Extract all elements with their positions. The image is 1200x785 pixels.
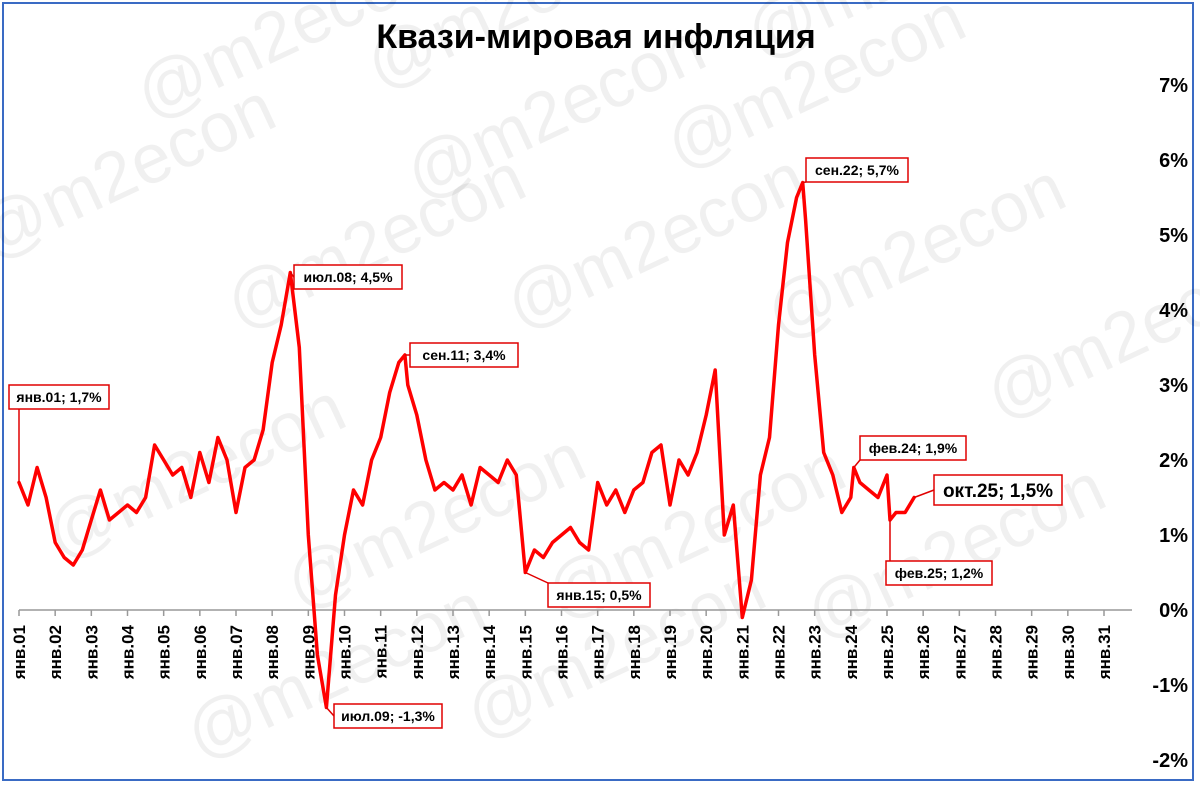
- annotation-label: июл.09; -1,3%: [341, 708, 435, 724]
- x-tick-label: янв.19: [661, 625, 680, 680]
- x-tick-label: янв.13: [444, 625, 463, 680]
- x-tick-label: янв.28: [987, 625, 1006, 680]
- annotation-box: [805, 157, 909, 183]
- x-tick-label: янв.24: [842, 624, 861, 680]
- x-tick-label: янв.16: [553, 625, 572, 680]
- x-tick-label: янв.08: [263, 625, 282, 680]
- y-tick-label: 1%: [1159, 525, 1188, 547]
- x-tick-label: янв.17: [589, 625, 608, 680]
- x-tick-labels: янв.01 янв.02 янв.03 янв.04 янв.05 янв.06 янв.…: [10, 624, 1114, 680]
- watermark-text: @m2econ: [973, 228, 1200, 434]
- annotation-box: [547, 582, 651, 608]
- x-tick-label: янв.15: [516, 625, 535, 680]
- annotation-box: [859, 435, 967, 461]
- y-tick-label: 0%: [1159, 600, 1188, 622]
- y-tick-label: 2%: [1159, 450, 1188, 472]
- x-tick-label: янв.07: [227, 625, 246, 680]
- annotation-leader: [913, 489, 935, 499]
- x-tick-label: янв.10: [336, 625, 355, 680]
- annotation-label: окт.25; 1,5%: [943, 481, 1053, 502]
- annotation-box: [293, 264, 403, 290]
- chart-title: Квази-мировая инфляция: [376, 18, 816, 56]
- x-tick-label: янв.11: [372, 625, 391, 679]
- annotation-label: сен.22; 5,7%: [815, 162, 900, 178]
- x-tick-label: янв.31: [1095, 625, 1114, 680]
- y-tick-label: 6%: [1159, 150, 1188, 172]
- x-tick-label: янв.18: [625, 625, 644, 680]
- annotation-box: [8, 384, 110, 410]
- y-tick-label: -2%: [1152, 750, 1188, 772]
- x-tick-label: янв.22: [770, 625, 789, 680]
- annotation-label: янв.15; 0,5%: [556, 587, 642, 603]
- x-tick-label: янв.12: [408, 625, 427, 680]
- annotation-box: [333, 703, 443, 729]
- x-tick-label: янв.27: [950, 625, 969, 680]
- x-tick-label: янв.30: [1059, 625, 1078, 680]
- x-tick-label: янв.29: [1023, 625, 1042, 680]
- annotation-leader: [525, 571, 549, 584]
- x-tick-label: янв.09: [299, 625, 318, 680]
- x-tick-label: янв.21: [733, 625, 752, 680]
- annotation-label: сен.11; 3,4%: [422, 347, 506, 363]
- x-tick-label: янв.23: [806, 625, 825, 680]
- annotation-box: [885, 560, 993, 586]
- x-tick-label: янв.03: [82, 625, 101, 680]
- x-tick-label: янв.02: [46, 625, 65, 680]
- x-tick-label: янв.25: [878, 625, 897, 680]
- x-tick-label: янв.06: [191, 625, 210, 680]
- annotations: янв.01; 1,7% июл.08; 4,5% июл.09; -1,3% сен…: [8, 157, 1063, 729]
- y-axis: -2% -1% 0% 1% 2% 3% 4% 5% 6% 7%: [1152, 75, 1188, 772]
- y-tick-label: 7%: [1159, 75, 1188, 97]
- x-tick-label: янв.05: [155, 625, 174, 680]
- inflation-series-line: [17, 180, 916, 710]
- annotation-label: фев.24; 1,9%: [869, 440, 958, 456]
- y-tick-label: 4%: [1159, 300, 1188, 322]
- x-tick-label: янв.26: [914, 625, 933, 680]
- y-tick-label: -1%: [1152, 675, 1188, 697]
- x-tick-label: янв.14: [480, 624, 499, 680]
- annotation-leader: [853, 459, 861, 468]
- annotation-box: [409, 342, 519, 368]
- annotation-label: фев.25; 1,2%: [895, 565, 984, 581]
- x-tick-label: янв.01: [10, 625, 29, 680]
- y-tick-label: 5%: [1159, 225, 1188, 247]
- annotation-box: [933, 474, 1063, 506]
- x-tick-label: янв.04: [119, 624, 138, 680]
- annotation-leader: [325, 707, 335, 717]
- annotation-label: янв.01; 1,7%: [16, 389, 102, 405]
- y-tick-label: 3%: [1159, 375, 1188, 397]
- annotation-label: июл.08; 4,5%: [303, 269, 393, 285]
- x-tick-label: янв.20: [697, 625, 716, 680]
